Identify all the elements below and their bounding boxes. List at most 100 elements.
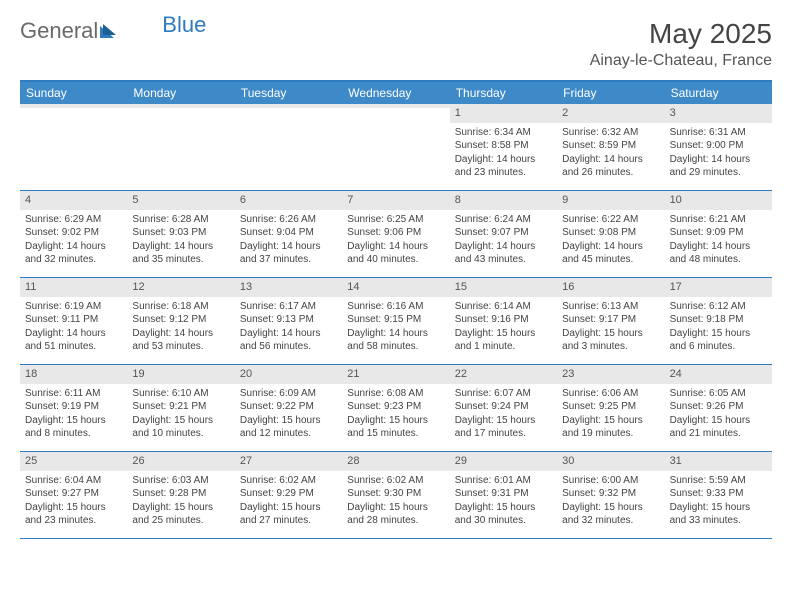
daylight-text: and 40 minutes.	[347, 253, 444, 267]
sunset-text: Sunset: 9:30 PM	[347, 487, 444, 501]
calendar-cell: 30Sunrise: 6:00 AMSunset: 9:32 PMDayligh…	[557, 452, 664, 538]
day-number: 27	[235, 452, 342, 471]
logo-triangle-icon	[100, 18, 120, 44]
daylight-text: and 37 minutes.	[240, 253, 337, 267]
daylight-text: and 48 minutes.	[670, 253, 767, 267]
sunrise-text: Sunrise: 6:01 AM	[455, 474, 552, 488]
day-number: 16	[557, 278, 664, 297]
location-subtitle: Ainay-le-Chateau, France	[590, 52, 772, 70]
calendar-cell: 23Sunrise: 6:06 AMSunset: 9:25 PMDayligh…	[557, 365, 664, 451]
sunrise-text: Sunrise: 5:59 AM	[670, 474, 767, 488]
sunrise-text: Sunrise: 6:12 AM	[670, 300, 767, 314]
daylight-text: Daylight: 14 hours	[132, 327, 229, 341]
daylight-text: Daylight: 15 hours	[455, 414, 552, 428]
day-number: 20	[235, 365, 342, 384]
calendar-cell: 8Sunrise: 6:24 AMSunset: 9:07 PMDaylight…	[450, 191, 557, 277]
sunset-text: Sunset: 9:17 PM	[562, 313, 659, 327]
sunset-text: Sunset: 9:26 PM	[670, 400, 767, 414]
sunset-text: Sunset: 9:32 PM	[562, 487, 659, 501]
sunset-text: Sunset: 9:19 PM	[25, 400, 122, 414]
calendar-cell: 4Sunrise: 6:29 AMSunset: 9:02 PMDaylight…	[20, 191, 127, 277]
daylight-text: Daylight: 15 hours	[562, 501, 659, 515]
daylight-text: Daylight: 15 hours	[25, 501, 122, 515]
calendar: Sunday Monday Tuesday Wednesday Thursday…	[20, 80, 772, 539]
sunset-text: Sunset: 9:03 PM	[132, 226, 229, 240]
day-number: 11	[20, 278, 127, 297]
sunrise-text: Sunrise: 6:16 AM	[347, 300, 444, 314]
sunset-text: Sunset: 9:04 PM	[240, 226, 337, 240]
calendar-cell: 18Sunrise: 6:11 AMSunset: 9:19 PMDayligh…	[20, 365, 127, 451]
daylight-text: Daylight: 14 hours	[455, 153, 552, 167]
sunrise-text: Sunrise: 6:34 AM	[455, 126, 552, 140]
day-number: 25	[20, 452, 127, 471]
sunrise-text: Sunrise: 6:22 AM	[562, 213, 659, 227]
calendar-cell: 29Sunrise: 6:01 AMSunset: 9:31 PMDayligh…	[450, 452, 557, 538]
daylight-text: and 26 minutes.	[562, 166, 659, 180]
day-header: Sunday	[20, 82, 127, 104]
calendar-cell: 5Sunrise: 6:28 AMSunset: 9:03 PMDaylight…	[127, 191, 234, 277]
daylight-text: and 3 minutes.	[562, 340, 659, 354]
daylight-text: and 28 minutes.	[347, 514, 444, 528]
sunset-text: Sunset: 9:09 PM	[670, 226, 767, 240]
daylight-text: and 58 minutes.	[347, 340, 444, 354]
day-number: 1	[450, 104, 557, 123]
sunset-text: Sunset: 9:24 PM	[455, 400, 552, 414]
calendar-cell: 3Sunrise: 6:31 AMSunset: 9:00 PMDaylight…	[665, 104, 772, 190]
sunset-text: Sunset: 8:58 PM	[455, 139, 552, 153]
daylight-text: Daylight: 15 hours	[240, 501, 337, 515]
day-number	[127, 104, 234, 108]
daylight-text: and 6 minutes.	[670, 340, 767, 354]
day-number: 21	[342, 365, 449, 384]
calendar-cell: 2Sunrise: 6:32 AMSunset: 8:59 PMDaylight…	[557, 104, 664, 190]
sunset-text: Sunset: 9:29 PM	[240, 487, 337, 501]
calendar-cell	[20, 104, 127, 190]
daylight-text: and 15 minutes.	[347, 427, 444, 441]
calendar-cell: 10Sunrise: 6:21 AMSunset: 9:09 PMDayligh…	[665, 191, 772, 277]
day-number: 12	[127, 278, 234, 297]
sunset-text: Sunset: 9:21 PM	[132, 400, 229, 414]
daylight-text: Daylight: 14 hours	[347, 327, 444, 341]
calendar-cell	[235, 104, 342, 190]
sunset-text: Sunset: 9:07 PM	[455, 226, 552, 240]
day-number: 24	[665, 365, 772, 384]
sunset-text: Sunset: 9:25 PM	[562, 400, 659, 414]
daylight-text: and 25 minutes.	[132, 514, 229, 528]
day-number: 15	[450, 278, 557, 297]
sunrise-text: Sunrise: 6:04 AM	[25, 474, 122, 488]
day-number: 3	[665, 104, 772, 123]
day-number: 9	[557, 191, 664, 210]
daylight-text: Daylight: 15 hours	[25, 414, 122, 428]
day-number: 28	[342, 452, 449, 471]
calendar-cell: 21Sunrise: 6:08 AMSunset: 9:23 PMDayligh…	[342, 365, 449, 451]
daylight-text: Daylight: 15 hours	[455, 501, 552, 515]
daylight-text: Daylight: 15 hours	[240, 414, 337, 428]
sunrise-text: Sunrise: 6:09 AM	[240, 387, 337, 401]
day-number: 22	[450, 365, 557, 384]
sunset-text: Sunset: 9:02 PM	[25, 226, 122, 240]
calendar-cell: 15Sunrise: 6:14 AMSunset: 9:16 PMDayligh…	[450, 278, 557, 364]
day-number: 13	[235, 278, 342, 297]
day-number: 18	[20, 365, 127, 384]
logo-text-1: General	[20, 18, 98, 44]
daylight-text: Daylight: 15 hours	[347, 414, 444, 428]
daylight-text: Daylight: 14 hours	[240, 240, 337, 254]
day-number: 30	[557, 452, 664, 471]
day-number: 29	[450, 452, 557, 471]
daylight-text: and 32 minutes.	[25, 253, 122, 267]
calendar-cell: 11Sunrise: 6:19 AMSunset: 9:11 PMDayligh…	[20, 278, 127, 364]
daylight-text: Daylight: 15 hours	[132, 501, 229, 515]
calendar-cell: 6Sunrise: 6:26 AMSunset: 9:04 PMDaylight…	[235, 191, 342, 277]
sunrise-text: Sunrise: 6:21 AM	[670, 213, 767, 227]
daylight-text: Daylight: 15 hours	[132, 414, 229, 428]
daylight-text: and 45 minutes.	[562, 253, 659, 267]
sunset-text: Sunset: 9:15 PM	[347, 313, 444, 327]
daylight-text: and 8 minutes.	[25, 427, 122, 441]
daylight-text: Daylight: 14 hours	[670, 240, 767, 254]
sunrise-text: Sunrise: 6:26 AM	[240, 213, 337, 227]
calendar-cell: 20Sunrise: 6:09 AMSunset: 9:22 PMDayligh…	[235, 365, 342, 451]
day-number: 14	[342, 278, 449, 297]
daylight-text: and 32 minutes.	[562, 514, 659, 528]
calendar-cell: 9Sunrise: 6:22 AMSunset: 9:08 PMDaylight…	[557, 191, 664, 277]
sunset-text: Sunset: 9:06 PM	[347, 226, 444, 240]
daylight-text: and 23 minutes.	[455, 166, 552, 180]
